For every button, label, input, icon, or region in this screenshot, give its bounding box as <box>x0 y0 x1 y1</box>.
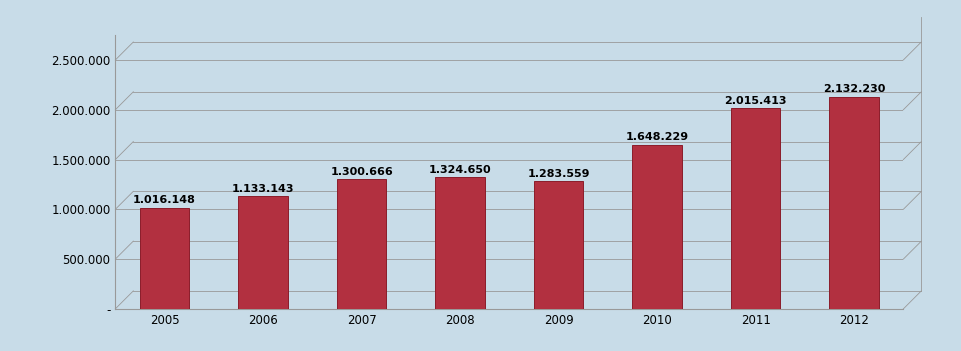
Bar <box>731 108 780 309</box>
Bar <box>534 181 583 309</box>
Bar <box>238 196 287 309</box>
Bar <box>140 208 189 309</box>
Text: 2.015.413: 2.015.413 <box>725 96 787 106</box>
Text: 1.300.666: 1.300.666 <box>331 167 393 177</box>
Text: 1.283.559: 1.283.559 <box>528 168 590 179</box>
Bar <box>829 97 878 309</box>
Text: 1.133.143: 1.133.143 <box>232 184 294 194</box>
Bar <box>435 177 484 309</box>
Text: 1.324.650: 1.324.650 <box>429 165 491 174</box>
Text: 1.016.148: 1.016.148 <box>134 195 196 205</box>
Bar <box>632 145 681 309</box>
Bar <box>337 179 386 309</box>
Text: 1.648.229: 1.648.229 <box>626 132 689 142</box>
Text: 2.132.230: 2.132.230 <box>823 84 885 94</box>
